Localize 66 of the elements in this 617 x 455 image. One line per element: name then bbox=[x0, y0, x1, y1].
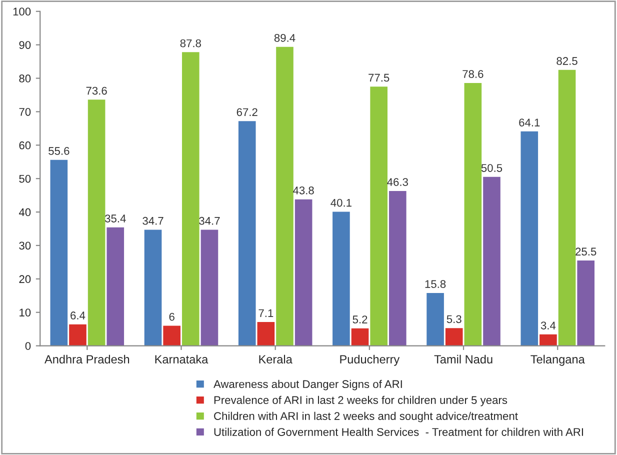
y-tick-label: 40 bbox=[18, 208, 31, 216]
bar bbox=[276, 46, 294, 346]
x-tick-label: Tamil Nadu bbox=[434, 354, 492, 364]
bar bbox=[200, 230, 218, 346]
bar bbox=[445, 328, 463, 346]
legend-label: Prevalence of ARI in last 2 weeks for children under 5 years bbox=[214, 396, 508, 406]
data-label: 64.1 bbox=[519, 118, 540, 126]
data-label: 82.5 bbox=[556, 57, 578, 65]
bar bbox=[332, 212, 350, 346]
data-label: 55.6 bbox=[48, 147, 70, 155]
data-label: 7.1 bbox=[258, 309, 274, 317]
bar bbox=[106, 227, 124, 346]
bar bbox=[483, 176, 500, 346]
bar bbox=[182, 52, 200, 346]
bar bbox=[426, 292, 444, 346]
data-label: 5.3 bbox=[446, 315, 462, 324]
y-tick-label: 10 bbox=[20, 308, 31, 316]
x-tick-label: Puducherry bbox=[340, 354, 400, 366]
bar bbox=[577, 260, 594, 346]
bar bbox=[351, 328, 369, 346]
data-label: 50.5 bbox=[481, 164, 502, 172]
bar bbox=[163, 326, 180, 346]
bar bbox=[389, 190, 406, 346]
bar bbox=[294, 199, 312, 346]
y-tick-label: 80 bbox=[19, 74, 31, 82]
legend-label: Utilization of Government Health Services - Treatment for children with ARI bbox=[214, 428, 583, 436]
x-tick-label: Andhra Pradesh bbox=[44, 354, 130, 364]
x-tick-label: Telangana bbox=[530, 354, 585, 366]
bar bbox=[370, 86, 388, 346]
x-tick-label: Karnataka bbox=[155, 354, 208, 364]
y-tick-label: 100 bbox=[13, 8, 31, 16]
y-tick-label: 90 bbox=[19, 41, 31, 49]
data-label: 73.6 bbox=[86, 86, 107, 95]
y-tick-label: 70 bbox=[19, 108, 31, 116]
data-label: 6.4 bbox=[70, 312, 86, 320]
data-label: 5.2 bbox=[352, 316, 368, 324]
bar bbox=[558, 70, 576, 346]
x-tick-label: Kerala bbox=[259, 354, 292, 364]
data-label: 35.4 bbox=[104, 214, 126, 222]
data-label: 77.5 bbox=[368, 74, 390, 82]
data-label: 40.1 bbox=[330, 198, 352, 207]
data-label: 3.4 bbox=[540, 322, 556, 330]
y-tick-label: 30 bbox=[19, 242, 31, 250]
bar bbox=[257, 322, 275, 346]
data-label: 89.4 bbox=[274, 34, 296, 42]
data-label: 25.5 bbox=[576, 248, 596, 256]
bar bbox=[69, 324, 86, 346]
bar bbox=[144, 230, 162, 346]
y-tick-label: 0 bbox=[25, 342, 31, 350]
bar bbox=[464, 82, 482, 346]
data-label: 15.8 bbox=[425, 280, 446, 288]
bar bbox=[540, 334, 557, 346]
y-tick-label: 60 bbox=[19, 141, 31, 150]
data-label: 87.8 bbox=[180, 39, 201, 48]
y-tick-label: 20 bbox=[19, 275, 31, 284]
data-label: 34.7 bbox=[142, 216, 164, 225]
legend-label: Awareness about Danger Signs of ARI bbox=[214, 380, 402, 390]
y-tick-label: 50 bbox=[19, 174, 31, 183]
bar bbox=[520, 131, 538, 346]
legend-label: Children with ARI in last 2 weeks and sought advice/treatment bbox=[214, 412, 518, 422]
bar bbox=[238, 121, 256, 346]
data-label: 78.6 bbox=[462, 70, 484, 78]
data-label: 6 bbox=[169, 312, 174, 321]
bar bbox=[88, 100, 106, 346]
bar bbox=[50, 160, 68, 346]
data-label: 67.2 bbox=[236, 108, 258, 116]
